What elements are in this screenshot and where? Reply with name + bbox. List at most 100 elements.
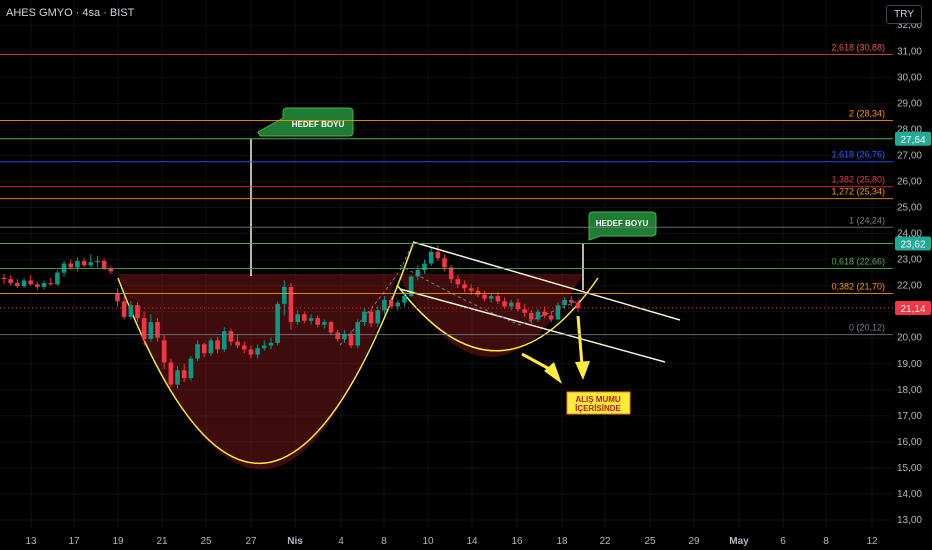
time-tick-label: 14 xyxy=(466,536,478,547)
time-tick-label: 16 xyxy=(511,536,523,547)
fib-level-label: 0,618 (22,66) xyxy=(831,256,885,266)
candle-body-up xyxy=(262,345,267,349)
candle-body-up xyxy=(355,322,361,346)
candle-body-down xyxy=(155,322,160,338)
candle-body-up xyxy=(342,333,347,340)
time-tick-label: 25 xyxy=(644,536,656,547)
candle-body-down xyxy=(35,284,40,287)
time-tick-label: 19 xyxy=(112,536,124,547)
time-axis[interactable]: 13 17 19 21 25 27 Nis 4 8 10 14 16 18 22 25 29 May 6 8 12 xyxy=(0,528,932,550)
candle-body-down xyxy=(8,279,13,284)
price-tag-label: 27,64 xyxy=(900,135,925,146)
candle-body-down xyxy=(528,312,534,320)
candle-body-down xyxy=(168,362,174,385)
candle-body-up xyxy=(382,299,387,311)
time-tick-label: 25 xyxy=(200,536,212,547)
candle-body-down xyxy=(201,344,207,354)
candle-body-up xyxy=(255,348,260,355)
buy-arrow-1-head xyxy=(544,362,562,384)
buy-arrow-2-shaft xyxy=(576,315,584,366)
price-tick-label: 27,00 xyxy=(897,150,922,161)
target-callout-2 xyxy=(588,211,657,241)
price-tick-label: 26,00 xyxy=(897,176,922,187)
time-tick-label: 13 xyxy=(25,536,37,547)
candle-body-down xyxy=(115,293,120,302)
candle-body-up xyxy=(268,342,274,346)
candle-body-up xyxy=(395,302,401,307)
time-tick-label: 8 xyxy=(381,536,387,547)
buy-label-line2: İÇERİSİNDE xyxy=(575,404,621,413)
candle-body-up xyxy=(428,251,434,264)
candle-body-up xyxy=(562,299,567,306)
candle-body-up xyxy=(195,344,200,359)
buy-callout xyxy=(566,391,631,415)
candle-body-down xyxy=(368,311,374,324)
candle-body-down xyxy=(215,340,220,350)
cup-curve xyxy=(117,243,414,464)
candle-body-up xyxy=(275,303,280,343)
candle-body-down xyxy=(435,251,441,259)
time-tick-label: 10 xyxy=(422,536,434,547)
time-tick-label: 18 xyxy=(556,536,568,547)
time-tick-label: Nis xyxy=(287,536,303,547)
candle-body-up xyxy=(422,263,427,271)
candle-body-up xyxy=(308,318,314,321)
grid-lines xyxy=(0,0,893,528)
candle-body-down xyxy=(68,263,74,268)
candle-body-down xyxy=(248,349,254,355)
buy-label-line1: ALIŞ MUMU xyxy=(575,395,621,404)
price-tick-label: 25,00 xyxy=(897,203,922,214)
fib-level-label: 0,382 (21,70) xyxy=(831,281,885,291)
candle-body-down xyxy=(475,290,481,295)
fib-level-label: 1 (24,24) xyxy=(849,215,885,225)
price-tick-label: 20,00 xyxy=(897,333,922,344)
candle-body-down xyxy=(348,333,354,346)
time-tick-label: 27 xyxy=(245,536,257,547)
handle-curve xyxy=(396,277,599,352)
candle-body-down xyxy=(288,286,294,323)
candle-body-up xyxy=(175,370,180,385)
price-tick-label: 19,00 xyxy=(897,359,922,370)
candle-body-down xyxy=(549,315,554,320)
candle-body-up xyxy=(415,270,421,277)
candle-body-up xyxy=(88,262,94,266)
symbol-title[interactable]: AHES GMYO · 4sa · BIST xyxy=(6,7,135,19)
time-tick-label: 22 xyxy=(599,536,611,547)
candle-body-down xyxy=(181,370,187,379)
candle-body-up xyxy=(21,280,27,287)
candle-body-up xyxy=(488,296,494,299)
target-label-2: HEDEF BOYU xyxy=(596,219,649,228)
candle-body-down xyxy=(28,280,33,285)
channel-lower-line xyxy=(399,288,666,363)
candle-body-down xyxy=(448,267,454,280)
handle-fill xyxy=(397,273,583,357)
candle-body-down xyxy=(235,341,240,346)
buy-arrow-2-head xyxy=(575,361,590,380)
pattern-drawings xyxy=(117,243,599,470)
price-tick-label: 14,00 xyxy=(897,489,922,500)
fib-level-label: 2 (28,34) xyxy=(849,109,885,119)
candle-body-up xyxy=(128,305,134,317)
candle-body-down xyxy=(101,260,107,269)
price-tag xyxy=(895,301,931,316)
candle-body-down xyxy=(495,296,501,302)
candle-body-down xyxy=(522,309,527,313)
currency-button[interactable]: TRY xyxy=(886,5,922,24)
candle-body-down xyxy=(1,277,7,280)
candle-body-down xyxy=(502,301,507,307)
price-tag xyxy=(895,131,931,146)
price-tick-label: 18,00 xyxy=(897,385,922,396)
candle-body-up xyxy=(375,310,381,324)
candle-body-down xyxy=(228,331,234,342)
candle-body-down xyxy=(482,294,487,299)
fib-level-label: 0 (20,12) xyxy=(849,323,885,333)
candle-body-up xyxy=(208,340,214,354)
channel-upper-line xyxy=(412,241,681,321)
price-axis[interactable]: 13,00 14,00 15,00 16,00 17,00 18,00 19,00 20,00… xyxy=(893,0,932,550)
target-label-1: HEDEF BOYU xyxy=(292,120,345,129)
price-tick-label: 32,00 xyxy=(897,20,922,31)
candle-body-down xyxy=(542,311,547,316)
candle-body-up xyxy=(408,276,414,297)
